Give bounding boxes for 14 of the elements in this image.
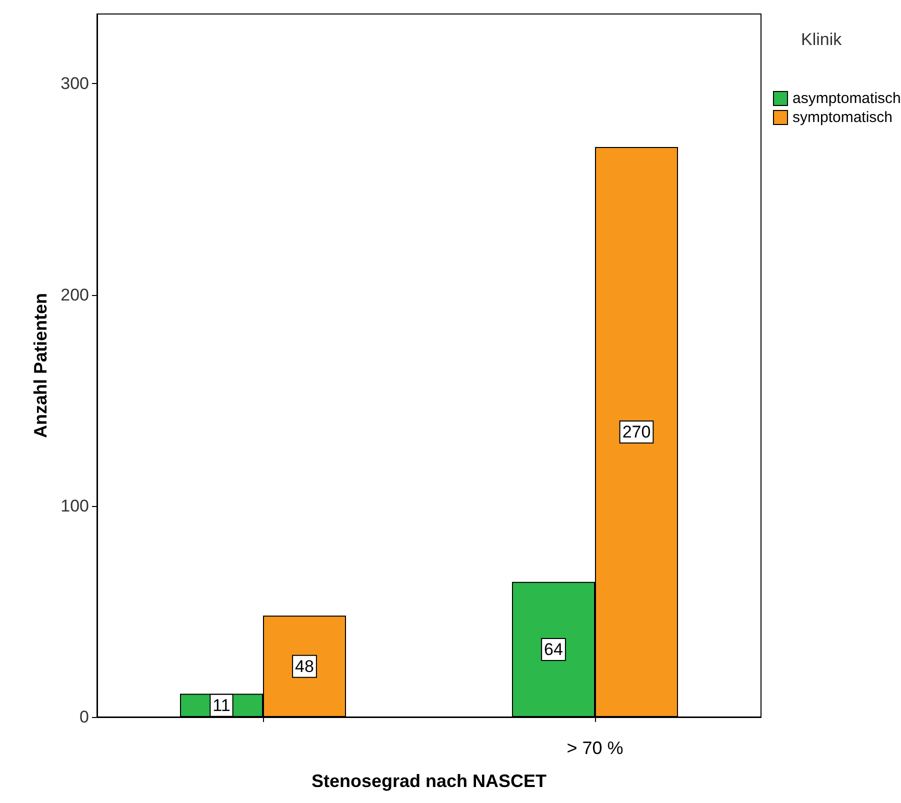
x-axis-title: Stenosegrad nach NASCET [311,771,547,791]
x-tick-label: > 70 % [566,738,624,758]
data-label: 48 [295,656,314,676]
legend-label: symptomatisch [792,109,893,126]
legend-label: asymptomatisch [792,90,901,107]
data-label: 270 [622,422,651,442]
y-tick-label: 100 [60,496,89,516]
y-tick-label: 300 [60,74,89,94]
data-label: 11 [212,696,230,715]
y-tick-label: 0 [80,708,89,726]
y-axis-title: Anzahl Patienten [30,292,51,438]
data-label: 64 [544,640,563,659]
legend-title: Klinik [801,30,842,49]
y-tick-label: 200 [60,285,89,304]
